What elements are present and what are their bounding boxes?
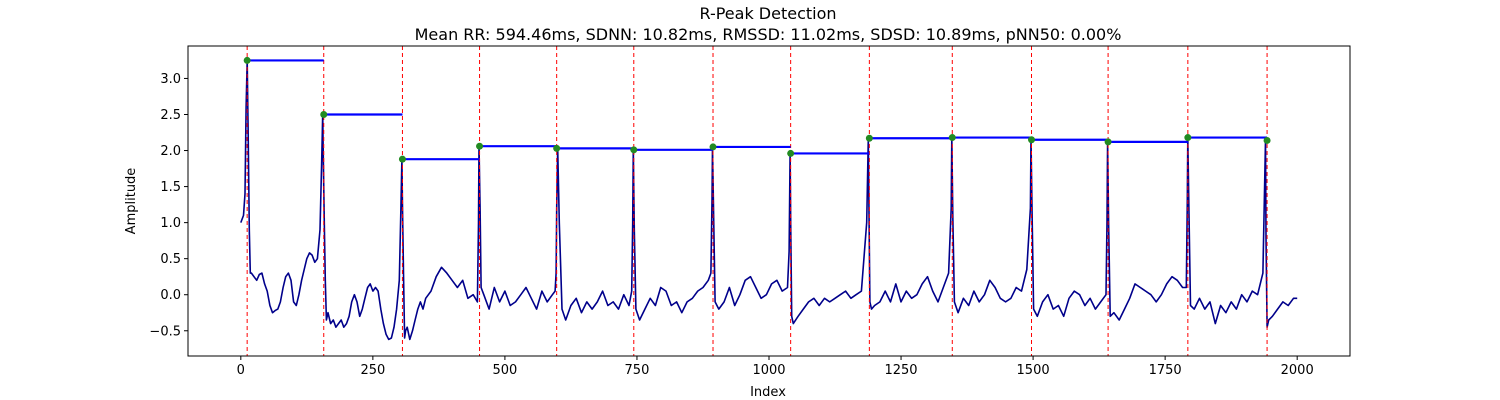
y-axis-label: Amplitude: [124, 168, 139, 235]
y-tick-label: 3.0: [160, 72, 181, 87]
x-tick-label: 2000: [1281, 363, 1314, 378]
peak-marker-13: [1184, 134, 1192, 142]
y-tick-label: 0.5: [160, 252, 181, 267]
x-tick-label: 1500: [1017, 363, 1050, 378]
x-tick-label: 1250: [884, 363, 917, 378]
peak-marker-7: [709, 143, 717, 151]
peak-marker-6: [630, 146, 638, 154]
peak-marker-11: [1028, 136, 1036, 144]
peak-marker-10: [948, 134, 956, 142]
y-tick-label: −0.5: [149, 324, 181, 339]
plot-area: [240, 46, 1298, 356]
y-tick-label: 2.0: [160, 144, 181, 159]
x-axis: 0 250 500 750 1000 1250 1500 1750 2000: [237, 356, 1314, 378]
ecg-signal-line: [240, 59, 1298, 341]
chart-title: R-Peak Detection: [699, 4, 836, 23]
peak-marker-14: [1263, 136, 1271, 144]
peak-marker-9: [865, 134, 873, 142]
y-tick-label: 1.0: [160, 216, 181, 231]
x-tick-label: 500: [492, 363, 517, 378]
peak-marker-3: [398, 155, 406, 163]
y-tick-label: 2.5: [160, 108, 181, 123]
chart-subtitle: Mean RR: 594.46ms, SDNN: 10.82ms, RMSSD:…: [415, 25, 1122, 44]
peak-marker-4: [476, 142, 484, 150]
x-tick-label: 750: [625, 363, 650, 378]
x-tick-label: 250: [360, 363, 385, 378]
y-tick-label: 0.0: [160, 288, 181, 303]
x-tick-label: 0: [237, 363, 245, 378]
y-tick-label: 1.5: [160, 180, 181, 195]
peak-marker-1: [243, 56, 251, 64]
peak-marker-2: [320, 110, 328, 118]
peak-marker-8: [787, 149, 795, 157]
peak-marker-12: [1104, 138, 1112, 146]
x-tick-label: 1750: [1149, 363, 1182, 378]
x-tick-label: 1000: [752, 363, 785, 378]
y-axis: −0.5 0.0 0.5 1.0 1.5 2.0 2.5 3.0: [149, 72, 188, 339]
peak-marker-5: [553, 144, 561, 152]
x-axis-label: Index: [750, 385, 786, 400]
